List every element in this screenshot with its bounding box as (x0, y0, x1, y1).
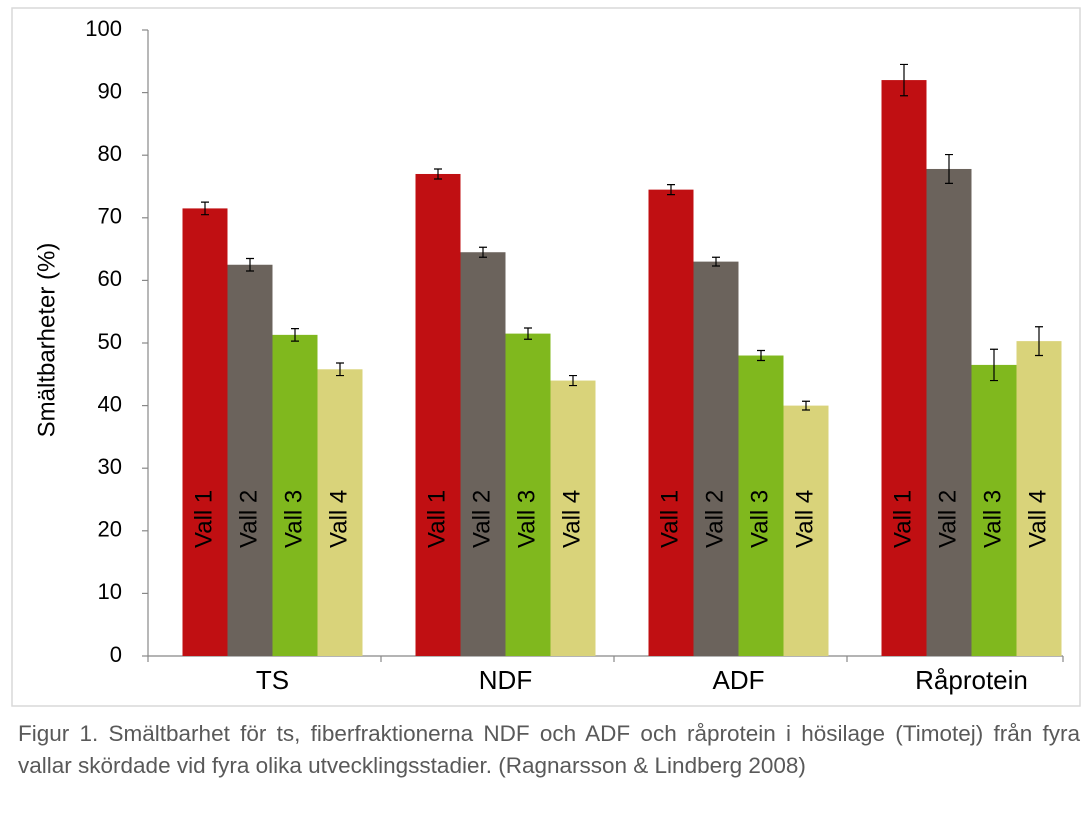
y-tick-label: 10 (98, 579, 122, 604)
series-label: Vall 2 (235, 490, 262, 548)
error-bar (246, 257, 254, 272)
error-bar (569, 374, 577, 387)
series-label: Vall 2 (701, 490, 728, 548)
y-tick-label: 30 (98, 454, 122, 479)
error-bar (434, 168, 442, 180)
error-bar (291, 328, 299, 342)
bar (550, 380, 596, 656)
y-tick-label: 70 (98, 204, 122, 229)
series-label: Vall 3 (280, 490, 307, 548)
y-tick-label: 40 (98, 391, 122, 416)
caption: Figur 1. Smältbarhet för ts, fiberfrakti… (18, 721, 1080, 778)
y-tick-label: 20 (98, 517, 122, 542)
x-tick-label: TS (256, 665, 289, 695)
error-bar (524, 327, 532, 340)
series-label: Vall 4 (1024, 490, 1051, 548)
series-label: Vall 1 (656, 490, 683, 548)
x-tick-label: Råprotein (915, 665, 1028, 695)
series-label: Vall 2 (468, 490, 495, 548)
bar (738, 355, 784, 656)
bar (926, 168, 972, 657)
bar (881, 80, 927, 656)
bar (182, 208, 228, 656)
error-bar (990, 348, 998, 382)
bar (693, 261, 739, 656)
x-tick-label: NDF (479, 665, 532, 695)
bar (415, 173, 461, 657)
error-bar (201, 201, 209, 216)
series-label: Vall 3 (746, 490, 773, 548)
error-bar (479, 246, 487, 258)
series-label: Vall 1 (889, 490, 916, 548)
bar (783, 405, 829, 656)
error-bar (757, 349, 765, 362)
y-tick-label: 50 (98, 329, 122, 354)
series-label: Vall 1 (423, 490, 450, 548)
error-bar (712, 256, 720, 267)
error-bar (336, 362, 344, 377)
series-label: Vall 1 (190, 490, 217, 548)
bar (1016, 341, 1062, 656)
bar (460, 252, 506, 657)
series-label: Vall 3 (513, 490, 540, 548)
bar (505, 333, 551, 656)
series-label: Vall 4 (558, 490, 585, 548)
y-axis-label: Smältbarheter (%) (33, 243, 60, 438)
bar (317, 369, 363, 656)
series-label: Vall 2 (934, 490, 961, 548)
error-bar (945, 153, 953, 184)
series-label: Vall 4 (325, 490, 352, 548)
x-tick-label: ADF (713, 665, 765, 695)
series-label: Vall 4 (791, 490, 818, 548)
error-bar (667, 184, 675, 196)
bar (648, 189, 694, 656)
series-label: Vall 3 (979, 490, 1006, 548)
y-tick-label: 60 (98, 266, 122, 291)
error-bar (900, 63, 908, 97)
chart: Smältbarheter (%) 0 10 20 30 40 50 60 70 80 90 100… (11, 7, 1081, 707)
bar (971, 364, 1017, 656)
error-bar (802, 400, 810, 411)
error-bar (1035, 326, 1043, 357)
bar (227, 264, 273, 656)
y-tick-label: 100 (85, 16, 122, 41)
y-tick-label: 90 (98, 78, 122, 103)
y-tick-label: 80 (98, 141, 122, 166)
y-tick-label: 0 (110, 642, 122, 667)
bar (272, 334, 318, 656)
